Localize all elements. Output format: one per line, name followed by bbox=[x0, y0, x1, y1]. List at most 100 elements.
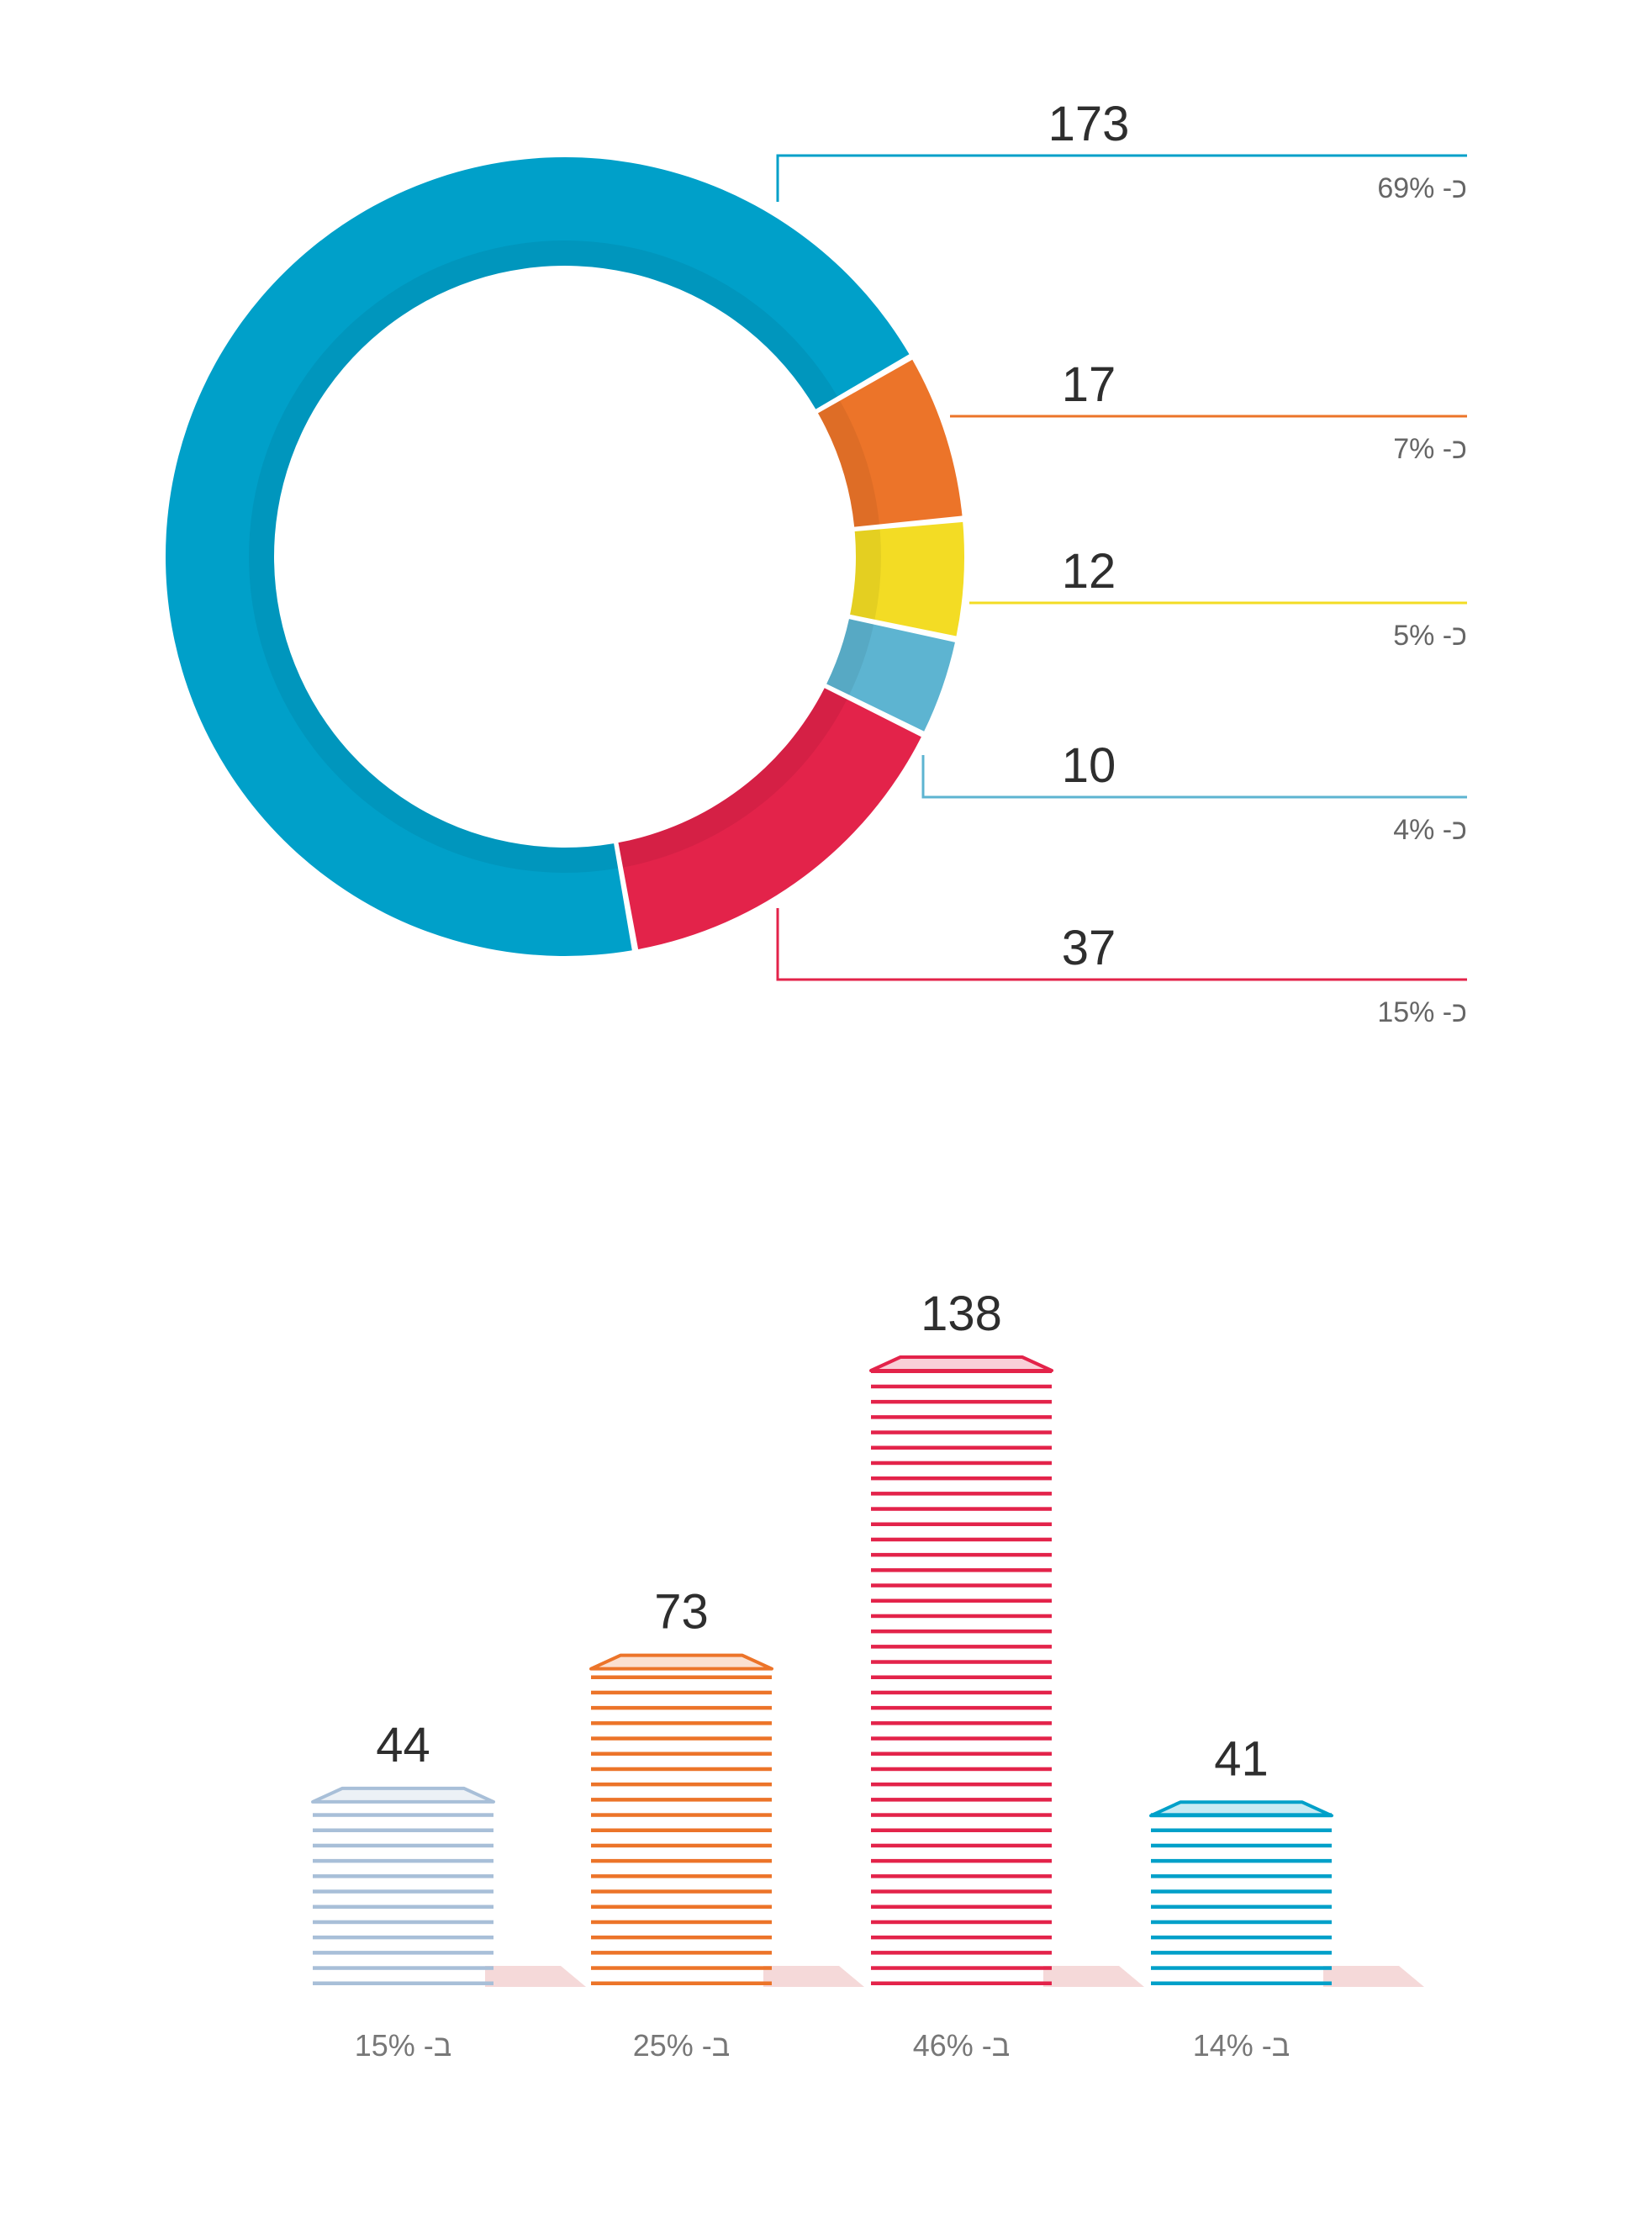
bar-stripe bbox=[871, 1399, 1052, 1404]
donut-slice-1 bbox=[817, 359, 963, 527]
bar-stripe bbox=[871, 1507, 1052, 1511]
bar-stripe bbox=[591, 1767, 772, 1772]
donut-percent-label-2: 5% -כ bbox=[1393, 620, 1467, 652]
bar-stripe bbox=[871, 1461, 1052, 1466]
bar-stripe bbox=[871, 1858, 1052, 1863]
bar-stripe bbox=[871, 1736, 1052, 1741]
bar-stripe bbox=[871, 1705, 1052, 1710]
bar-stripe bbox=[313, 1905, 493, 1909]
bar-stripe bbox=[591, 1813, 772, 1817]
bar-percent-label-2: 46% -ב bbox=[913, 2028, 1011, 2063]
bar-stripe bbox=[591, 1858, 772, 1863]
bar-stripe bbox=[871, 1675, 1052, 1679]
bar-stripe bbox=[871, 1889, 1052, 1894]
bar-stripe bbox=[871, 1721, 1052, 1725]
bar-stripe bbox=[313, 1874, 493, 1878]
bar-stripe bbox=[871, 1767, 1052, 1772]
bar-stripe bbox=[871, 1430, 1052, 1434]
bar-floor-shadow-1 bbox=[763, 1966, 864, 1987]
bar-stripe bbox=[591, 1828, 772, 1832]
bar-stripe bbox=[871, 1828, 1052, 1832]
bar-stripe bbox=[871, 1920, 1052, 1925]
donut-value-label-3: 10 bbox=[1062, 738, 1116, 793]
bar-1 bbox=[589, 1653, 773, 1985]
bar-stripe bbox=[871, 1981, 1052, 1985]
bar-stripe bbox=[591, 1843, 772, 1848]
bar-percent-label-1: 25% -ב bbox=[633, 2028, 731, 2063]
donut-slice-0 bbox=[165, 156, 910, 956]
bar-stripe bbox=[871, 1966, 1052, 1970]
bar-2 bbox=[869, 1355, 1053, 1985]
bar-stripe bbox=[313, 1920, 493, 1925]
bar-stripe bbox=[313, 1966, 493, 1970]
bar-floor-shadow-2 bbox=[1043, 1966, 1144, 1987]
bar-stripe bbox=[871, 1935, 1052, 1940]
bar-cap-3 bbox=[1149, 1800, 1333, 1818]
bar-stripe bbox=[871, 1552, 1052, 1557]
bar-stripe bbox=[871, 1445, 1052, 1450]
bar-stripe bbox=[591, 1798, 772, 1802]
bar-stripe bbox=[871, 1751, 1052, 1756]
bar-stripe bbox=[871, 1476, 1052, 1481]
bar-value-label-3: 41 bbox=[1214, 1731, 1269, 1786]
donut-slice-shade-1 bbox=[817, 400, 880, 527]
bar-stripe bbox=[591, 1874, 772, 1878]
donut-leader-line-0 bbox=[776, 154, 1467, 202]
donut-slice-4 bbox=[618, 688, 921, 949]
bar-stripe bbox=[871, 1798, 1052, 1802]
donut-leader-line-3 bbox=[921, 755, 1467, 799]
bar-stripe bbox=[313, 1981, 493, 1985]
bar-stripe bbox=[871, 1874, 1052, 1878]
bar-stripe bbox=[1151, 1889, 1332, 1894]
bar-percent-label-0: 15% -ב bbox=[355, 2028, 452, 2063]
bar-stripe bbox=[591, 1935, 772, 1940]
donut-percent-label-4: 15% -כ bbox=[1377, 996, 1467, 1028]
bar-stripe bbox=[871, 1384, 1052, 1389]
bar-floor-shadow-0 bbox=[485, 1966, 586, 1987]
bar-cap-0 bbox=[311, 1786, 495, 1804]
bar-stripe bbox=[313, 1951, 493, 1955]
bar-stripe bbox=[591, 1782, 772, 1787]
donut-slice-shade-2 bbox=[850, 529, 881, 620]
bar-stripe bbox=[1151, 1920, 1332, 1925]
bar-stripe bbox=[871, 1583, 1052, 1588]
bar-stripe bbox=[871, 1843, 1052, 1848]
bar-stripe bbox=[1151, 1966, 1332, 1970]
donut-slice-shade-3 bbox=[826, 619, 874, 695]
bar-stripe bbox=[591, 1705, 772, 1710]
bar-stripe bbox=[871, 1782, 1052, 1787]
bar-stripe bbox=[1151, 1905, 1332, 1909]
bar-stripe bbox=[1151, 1843, 1332, 1848]
bar-stripe bbox=[1151, 1874, 1332, 1878]
donut-value-label-4: 37 bbox=[1062, 921, 1116, 975]
bar-chart: 44 15% -ב 73 25% -ב 138 46% -ב 41 14% -ב bbox=[311, 1286, 1424, 2063]
bar-3 bbox=[1149, 1800, 1333, 1985]
bar-stripe bbox=[1151, 1858, 1332, 1863]
bar-value-label-2: 138 bbox=[921, 1286, 1002, 1341]
donut-slice-shade-4 bbox=[618, 688, 847, 868]
donut-percent-label-0: 69% -כ bbox=[1377, 172, 1467, 204]
donut-percent-label-3: 4% -כ bbox=[1393, 814, 1467, 846]
bar-stripe bbox=[591, 1690, 772, 1695]
bar-cap-1 bbox=[589, 1653, 773, 1671]
bar-value-label-0: 44 bbox=[376, 1718, 430, 1772]
bar-stripe bbox=[871, 1568, 1052, 1572]
bar-stripe bbox=[1151, 1935, 1332, 1940]
bar-stripe bbox=[591, 1736, 772, 1741]
bar-stripe bbox=[591, 1920, 772, 1925]
donut-slice-3 bbox=[826, 619, 955, 732]
bar-percent-label-3: 14% -ב bbox=[1193, 2028, 1290, 2063]
bar-stripe bbox=[871, 1645, 1052, 1649]
bar-stripe bbox=[871, 1660, 1052, 1664]
bar-stripe bbox=[871, 1629, 1052, 1634]
donut-slice-2 bbox=[850, 521, 965, 637]
bar-stripe bbox=[591, 1966, 772, 1970]
bar-stripe bbox=[871, 1537, 1052, 1542]
bar-stripe bbox=[871, 1905, 1052, 1909]
bar-stripe bbox=[871, 1492, 1052, 1496]
donut-chart: 173 69% -כ 17 7% -כ 12 5% -כ 10 4% -כ 37 15% -כ bbox=[165, 97, 1467, 1028]
bar-stripe bbox=[871, 1813, 1052, 1817]
bar-floor-shadow-3 bbox=[1323, 1966, 1424, 1987]
bar-stripe bbox=[1151, 1951, 1332, 1955]
